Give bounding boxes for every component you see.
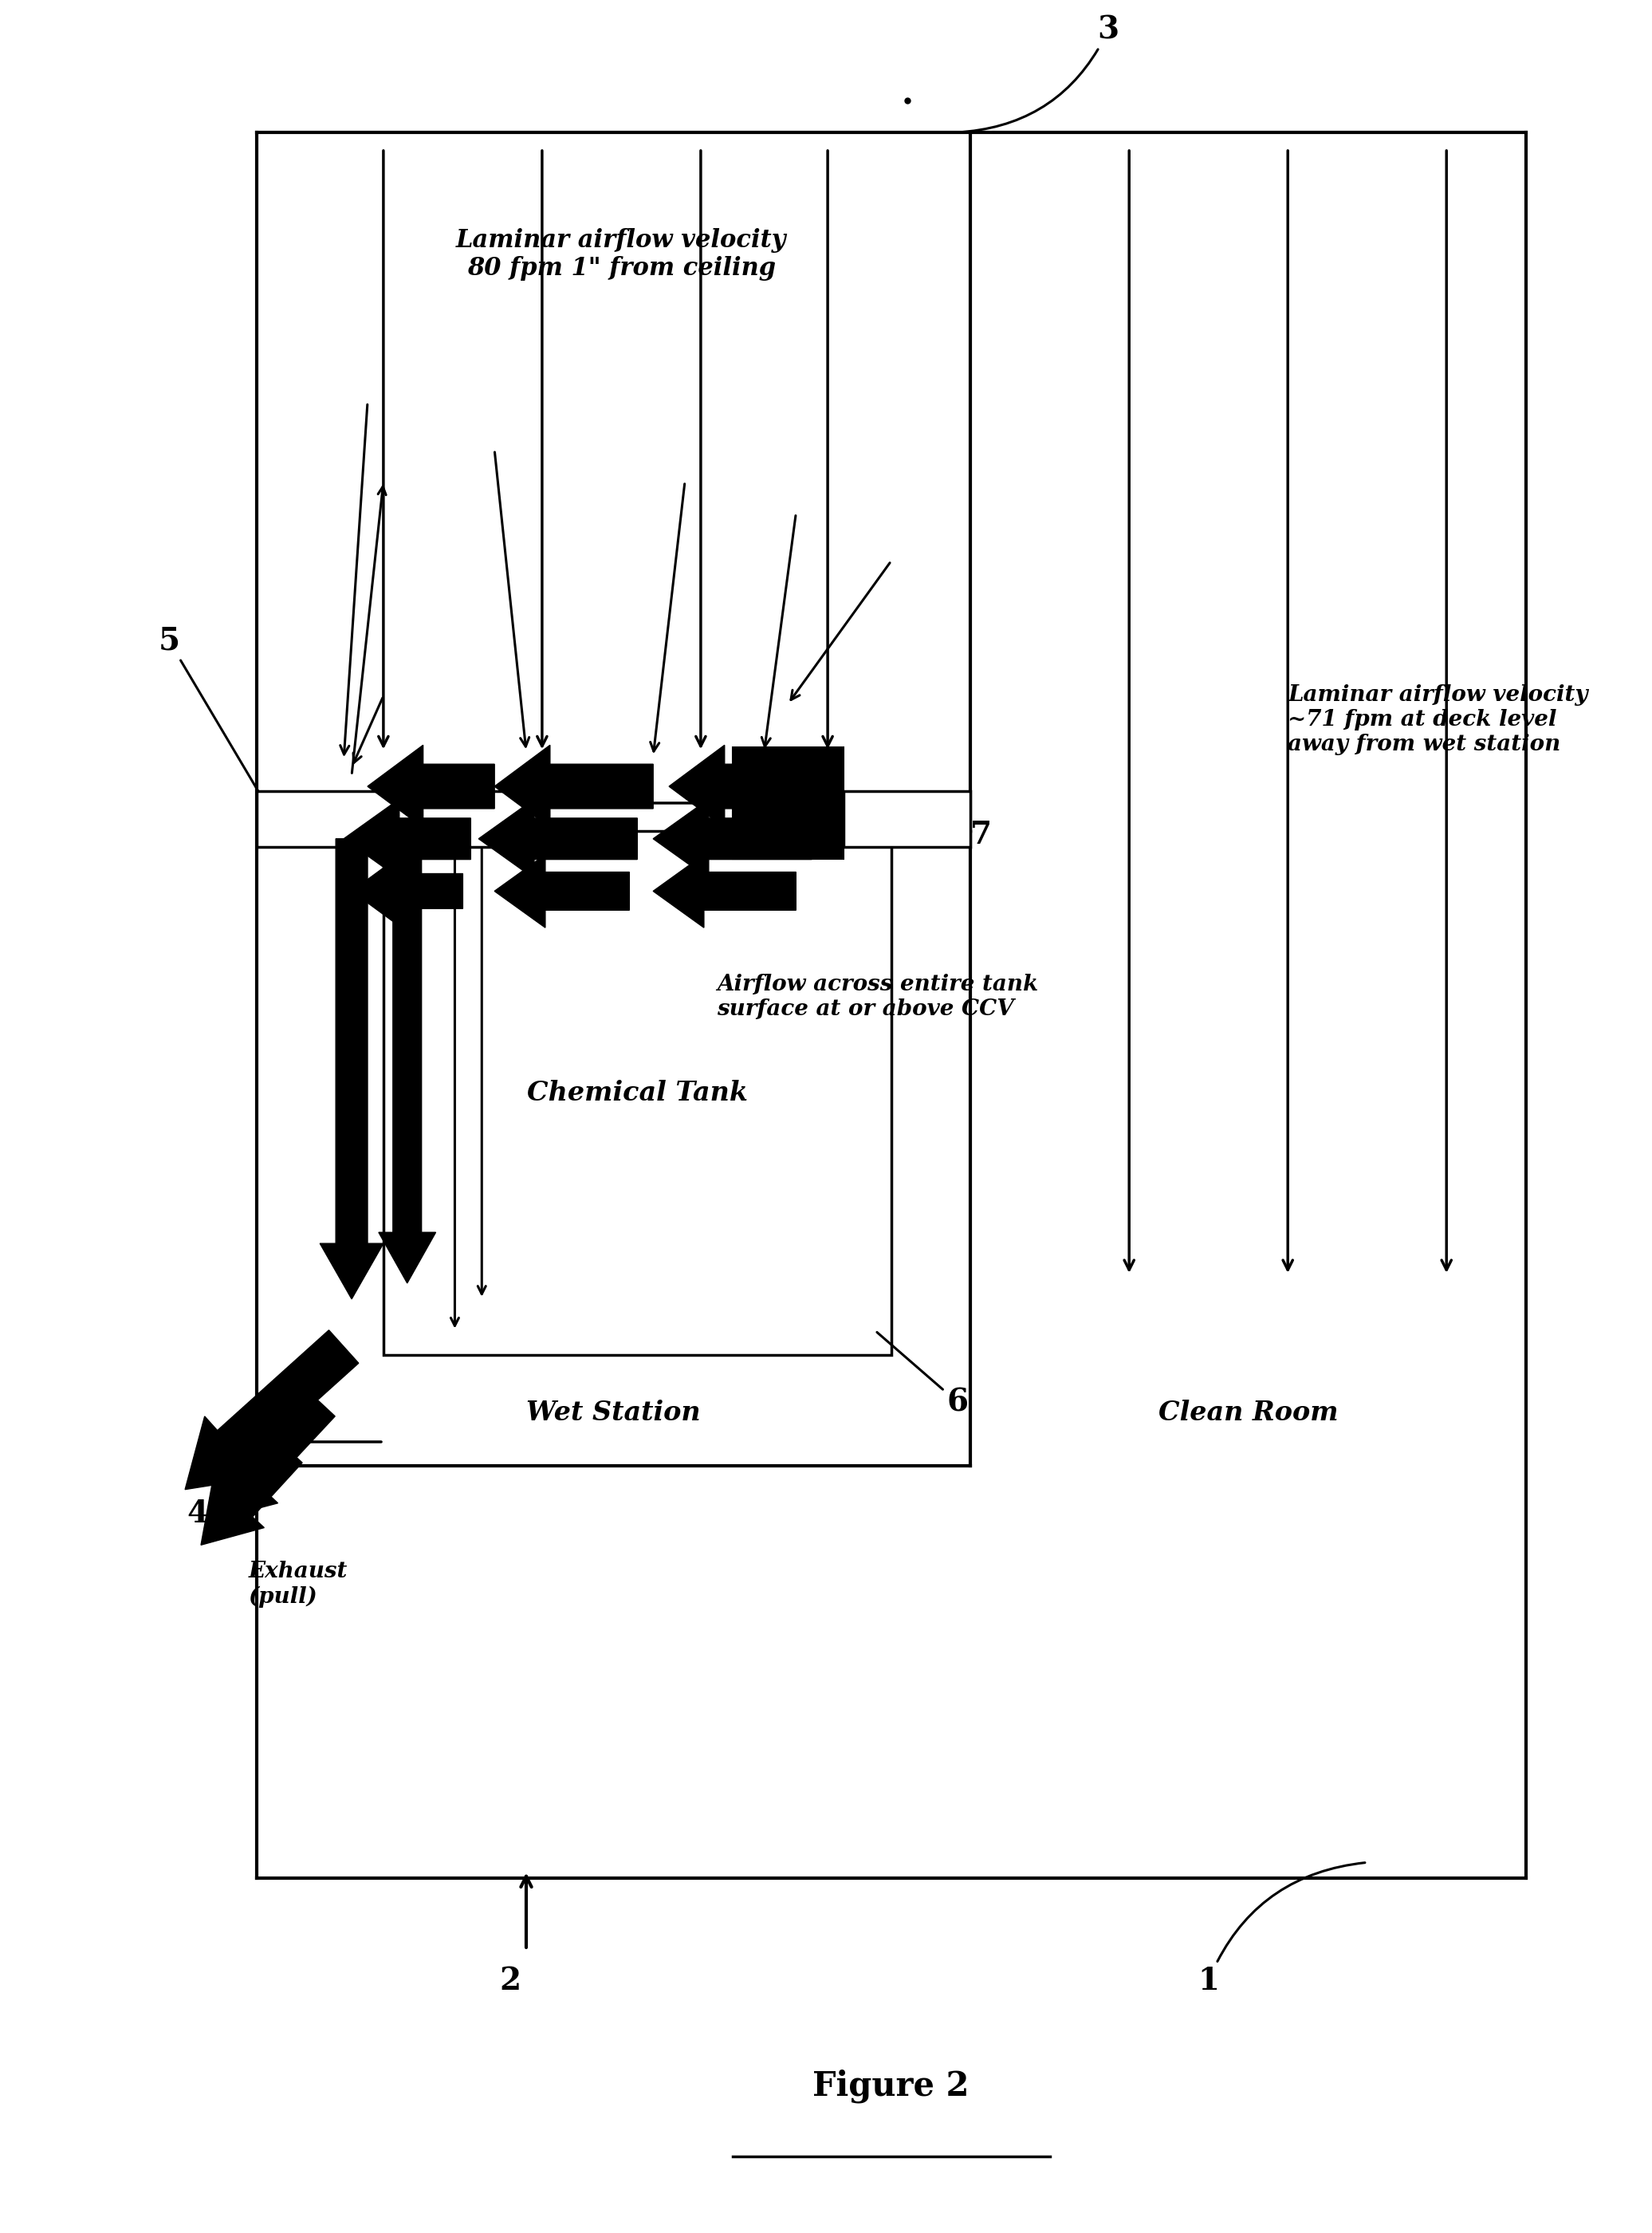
Text: Exhaust
(pull): Exhaust (pull)	[248, 1561, 347, 1608]
Text: 3: 3	[957, 16, 1118, 132]
Bar	[256, 790, 527, 846]
Text: Chemical Tank: Chemical Tank	[527, 1079, 748, 1105]
Text: 2: 2	[499, 1965, 520, 1996]
FancyArrow shape	[378, 840, 436, 1284]
FancyArrow shape	[320, 840, 383, 1300]
FancyArrow shape	[494, 746, 653, 828]
Text: 6: 6	[877, 1333, 968, 1418]
Text: Laminar airflow velocity
~71 fpm at deck level
away from wet station: Laminar airflow velocity ~71 fpm at deck…	[1289, 683, 1588, 755]
Bar	[732, 748, 844, 860]
FancyArrow shape	[185, 1331, 358, 1489]
FancyArrow shape	[653, 855, 796, 927]
FancyArrow shape	[653, 799, 811, 878]
Text: Figure 2: Figure 2	[813, 2068, 970, 2103]
Text: Clean Room: Clean Room	[1158, 1400, 1338, 1427]
FancyArrow shape	[669, 746, 828, 828]
Text: 4: 4	[187, 1498, 208, 1527]
Text: 1: 1	[1198, 1862, 1365, 1996]
FancyArrow shape	[352, 855, 463, 927]
FancyArrow shape	[367, 746, 494, 828]
FancyArrow shape	[494, 855, 629, 927]
Text: Wet Station: Wet Station	[527, 1400, 700, 1427]
Bar	[383, 831, 890, 1355]
Text: 5: 5	[159, 625, 271, 813]
FancyArrow shape	[202, 1436, 302, 1545]
Text: Airflow across entire tank
surface at or above CCV: Airflow across entire tank surface at or…	[717, 974, 1037, 1020]
Bar	[844, 790, 970, 846]
FancyArrow shape	[208, 1389, 335, 1521]
Text: 7: 7	[862, 802, 993, 851]
Text: Laminar airflow velocity
80 fpm 1" from ceiling: Laminar airflow velocity 80 fpm 1" from …	[456, 228, 786, 281]
FancyArrow shape	[344, 799, 471, 878]
FancyArrow shape	[479, 799, 638, 878]
